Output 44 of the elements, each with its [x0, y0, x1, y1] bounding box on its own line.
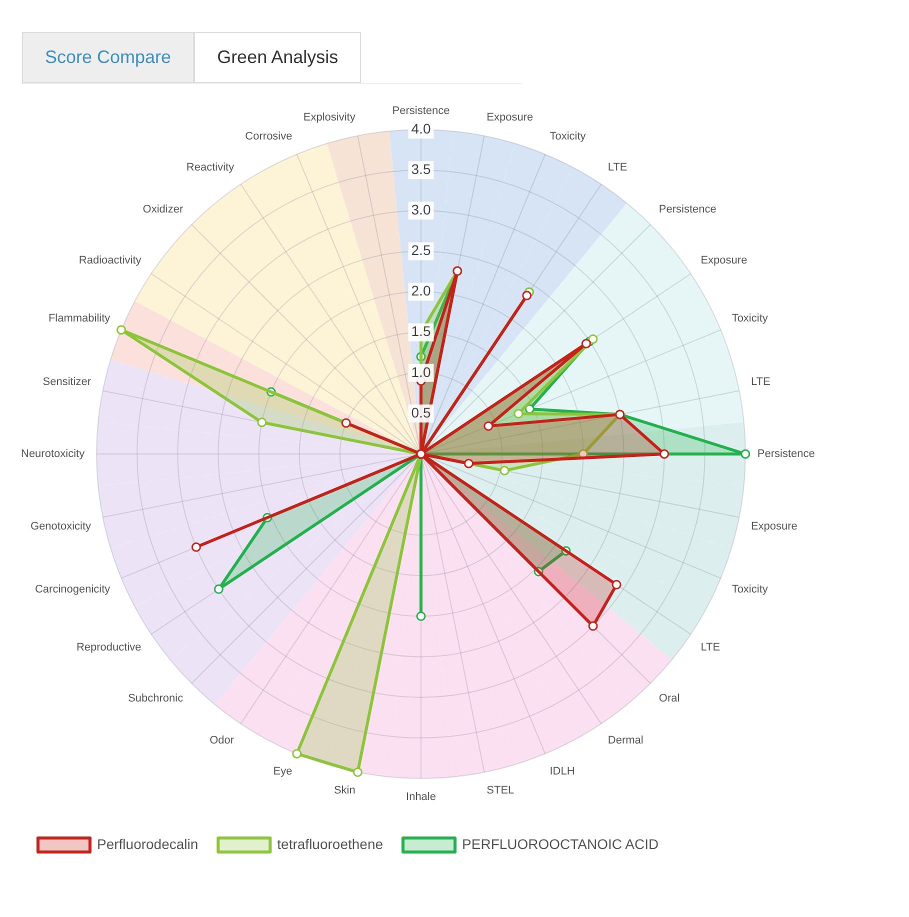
spoke-label: Corrosive — [245, 130, 292, 143]
spoke-label: Toxicity — [732, 312, 768, 325]
spoke-label: Eye — [273, 765, 292, 778]
y-tick-label: 2.5 — [411, 242, 431, 258]
spoke-label: Toxicity — [732, 583, 768, 596]
spoke-label: Radioactivity — [78, 254, 142, 267]
spoke-label: IDLH — [550, 765, 575, 778]
spoke-label: STEL — [486, 784, 514, 797]
spoke-label: Persistence — [392, 105, 450, 118]
y-tick-label: 3.5 — [411, 160, 431, 177]
legend-label: PERFLUOROOCTANOIC ACID — [462, 836, 659, 852]
spoke-label: Odor — [210, 734, 234, 746]
spoke-label: Neurotoxicity — [21, 448, 86, 460]
spoke-label: Carcinogenicity — [34, 583, 111, 596]
spoke-label: Oral — [658, 692, 680, 705]
text: Green Analysis — [194, 32, 362, 83]
spoke-label: Persistence — [658, 204, 716, 216]
spoke-label: Dermal — [608, 734, 644, 746]
legend-label: tetrafluoroethene — [277, 836, 384, 852]
spoke-label: Oxidizer — [142, 204, 184, 216]
legend-label: Perfluorodecalin — [97, 836, 198, 852]
y-tick-label: 1.0 — [411, 364, 431, 380]
y-tick-label: 4.0 — [411, 120, 431, 136]
spoke-label: Skin — [334, 784, 356, 797]
spoke-label: Reproductive — [76, 642, 142, 654]
y-tick-label: 0.5 — [411, 404, 431, 420]
spoke-label: Subchronic — [128, 692, 184, 705]
spoke-label: Flammability — [48, 312, 111, 325]
y-tick-label: 2.0 — [411, 282, 431, 299]
spoke-label: Genotoxicity — [30, 520, 92, 532]
text: Score Compare — [22, 32, 194, 83]
spoke-label: Exposure — [486, 111, 534, 124]
spoke-label: Reactivity — [186, 162, 235, 174]
spoke-label: LTE — [700, 642, 720, 654]
spoke-label: LTE — [750, 376, 770, 388]
spoke-label: Inhale — [406, 791, 436, 804]
y-tick-label: 3.0 — [411, 202, 431, 218]
spoke-label: Exposure — [750, 520, 798, 532]
spoke-label: LTE — [608, 162, 628, 174]
spoke-label: Exposure — [700, 254, 748, 267]
spoke-label: Persistence — [757, 448, 815, 460]
spoke-label: Sensitizer — [42, 376, 92, 388]
spoke-label: Toxicity — [550, 130, 586, 143]
spoke-label: Explosivity — [303, 111, 356, 124]
